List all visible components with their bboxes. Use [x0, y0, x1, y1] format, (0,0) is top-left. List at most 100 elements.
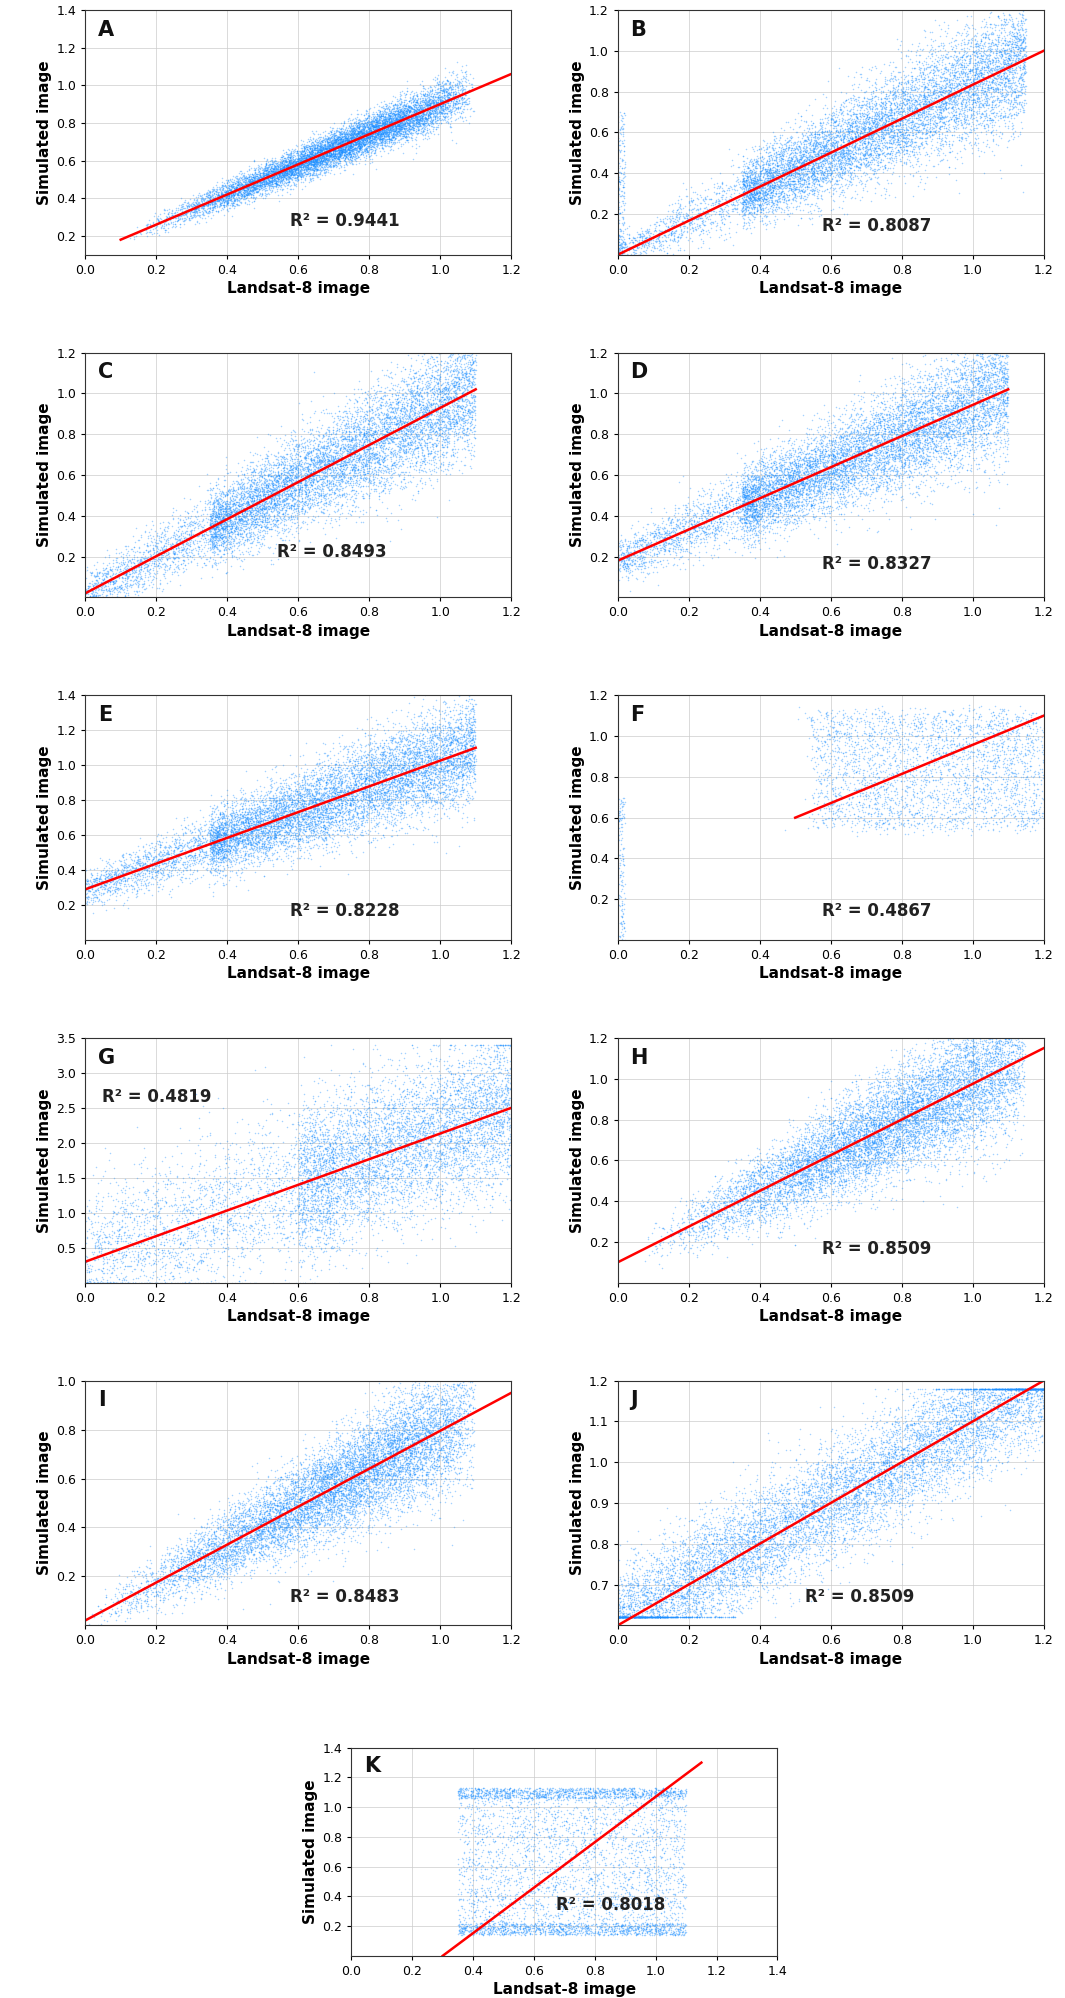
Point: [281, 815, 298, 847]
Point: [300, 460, 317, 492]
Point: [321, 1485, 338, 1516]
Point: [724, 1600, 741, 1632]
Point: [1009, 739, 1026, 771]
Point: [430, 1413, 447, 1445]
Point: [1017, 705, 1034, 737]
Point: [980, 785, 997, 817]
Point: [316, 444, 333, 476]
Point: [353, 1137, 370, 1169]
Point: [421, 1109, 438, 1141]
Point: [206, 853, 223, 885]
Point: [226, 515, 243, 547]
Point: [818, 1121, 835, 1153]
Point: [798, 478, 815, 509]
Point: [308, 765, 325, 797]
Point: [388, 781, 405, 813]
Point: [471, 1103, 488, 1135]
Point: [381, 436, 398, 468]
Point: [361, 114, 378, 146]
Point: [435, 1081, 452, 1113]
Point: [796, 1479, 813, 1510]
Point: [410, 380, 427, 412]
Point: [475, 1107, 492, 1139]
Point: [166, 1562, 183, 1594]
Point: [341, 1211, 358, 1243]
Point: [101, 1267, 118, 1299]
Point: [746, 1514, 763, 1546]
Point: [397, 1101, 414, 1133]
Point: [244, 470, 261, 501]
Point: [922, 38, 939, 70]
Point: [755, 178, 772, 210]
Point: [145, 551, 162, 583]
Point: [397, 394, 414, 426]
Point: [840, 1125, 857, 1157]
Point: [406, 1431, 423, 1463]
Point: [519, 1778, 536, 1810]
Point: [816, 116, 833, 148]
Point: [361, 793, 378, 825]
Point: [409, 420, 426, 452]
Point: [292, 1487, 309, 1518]
Point: [180, 194, 197, 226]
Point: [229, 1518, 246, 1550]
Point: [862, 118, 879, 150]
Point: [656, 214, 673, 246]
Point: [417, 1467, 435, 1498]
Point: [325, 799, 342, 831]
Point: [897, 1049, 914, 1081]
Point: [415, 110, 432, 142]
Point: [943, 386, 960, 418]
Point: [790, 1429, 807, 1461]
Point: [419, 380, 436, 412]
Point: [924, 426, 941, 458]
Point: [280, 1508, 297, 1540]
Point: [312, 144, 329, 176]
Point: [764, 180, 781, 212]
Point: [891, 1111, 908, 1143]
Point: [371, 452, 388, 484]
Point: [797, 484, 814, 515]
Point: [748, 507, 765, 539]
Point: [314, 144, 331, 176]
Point: [391, 414, 408, 446]
Point: [312, 436, 329, 468]
Point: [921, 402, 938, 434]
Point: [884, 442, 901, 474]
Point: [947, 1469, 964, 1500]
Point: [937, 1399, 954, 1431]
Point: [848, 420, 865, 452]
Point: [280, 166, 297, 198]
Point: [250, 170, 267, 202]
Point: [312, 1193, 329, 1225]
Point: [539, 1782, 556, 1814]
Point: [427, 751, 444, 783]
Point: [941, 1037, 958, 1069]
Point: [940, 1097, 957, 1129]
Point: [741, 162, 758, 194]
Point: [988, 364, 1005, 396]
Point: [793, 1163, 810, 1195]
Point: [376, 108, 393, 140]
Point: [354, 1463, 371, 1495]
Point: [261, 166, 278, 198]
Point: [294, 1453, 311, 1485]
Point: [813, 1524, 830, 1556]
Point: [397, 1421, 414, 1453]
Point: [616, 136, 633, 168]
Point: [803, 126, 820, 158]
Point: [758, 154, 775, 186]
Point: [899, 410, 916, 442]
Point: [1003, 1009, 1020, 1041]
Point: [1031, 1373, 1048, 1405]
Point: [843, 1105, 861, 1137]
Point: [851, 426, 868, 458]
Point: [937, 52, 954, 84]
Point: [824, 1514, 841, 1546]
Point: [236, 507, 253, 539]
Point: [370, 759, 387, 791]
Point: [802, 1151, 819, 1183]
Point: [611, 1600, 628, 1632]
Point: [595, 1906, 612, 1938]
Point: [976, 1023, 993, 1055]
